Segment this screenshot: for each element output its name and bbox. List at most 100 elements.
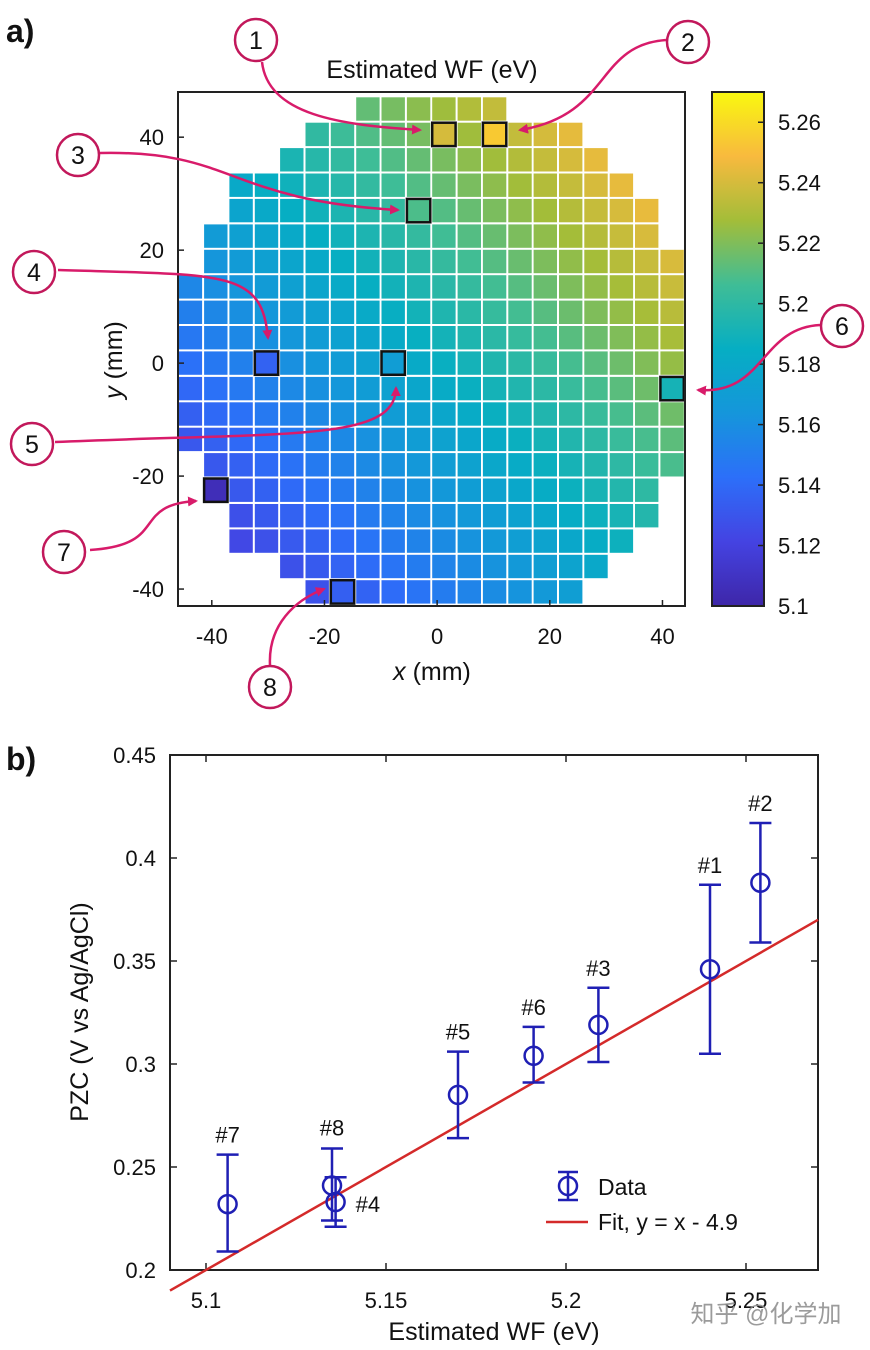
heatmap-cell <box>178 402 203 426</box>
heatmap-cell <box>559 554 583 579</box>
heatmap-cell <box>482 580 507 604</box>
y-tick-label: -20 <box>132 464 164 489</box>
arrow-5 <box>54 386 401 444</box>
heatmap-cell <box>381 580 405 604</box>
heatmap-cell <box>482 478 507 502</box>
heatmap-cell <box>381 97 405 121</box>
heatmap-cell <box>482 224 507 248</box>
heatmap-cell <box>432 529 456 553</box>
heatmap-cell <box>280 148 304 172</box>
heatmap-cell <box>635 453 659 477</box>
heatmap-cell <box>660 351 684 375</box>
heatmap-cell <box>533 224 557 248</box>
callout-badges: 1 2 3 4 5 6 7 8 <box>9 17 865 710</box>
arrow-2 <box>518 38 667 134</box>
heatmap-cell <box>508 554 532 579</box>
heatmap-cell <box>635 300 659 324</box>
heatmap-cell <box>406 580 431 604</box>
y-tick-label: 0 <box>152 351 164 376</box>
heatmap-cell <box>432 351 456 375</box>
heatmap-cell <box>305 275 329 299</box>
heatmap-cell <box>584 224 608 248</box>
heatmap-cell <box>584 376 608 401</box>
callout-number-6: 6 <box>835 313 849 341</box>
heatmap-cell <box>178 300 203 324</box>
colorbar-tick-label: 5.24 <box>778 171 821 196</box>
heatmap-cell <box>381 326 405 350</box>
arrow-6 <box>696 323 821 396</box>
callout-number-3: 3 <box>71 142 85 170</box>
heatmap-cell <box>660 453 684 477</box>
heatmap-cell <box>381 148 405 172</box>
marked-cell-3 <box>405 197 432 224</box>
heatmap-cell <box>254 529 279 553</box>
scatter-x-label: Estimated WF (eV) <box>388 1318 599 1346</box>
heatmap-cell <box>609 249 634 274</box>
heatmap-cell <box>229 478 253 502</box>
heatmap-cell <box>280 427 304 452</box>
x-tick-label: 40 <box>650 624 674 649</box>
heatmap-cell <box>508 326 532 350</box>
marked-cell-6 <box>659 375 686 402</box>
heatmap-cell <box>559 478 583 502</box>
heatmap-cell <box>178 275 203 299</box>
heatmap-cell <box>635 427 659 452</box>
heatmap-cell <box>508 300 532 324</box>
heatmap-cell <box>406 275 431 299</box>
heatmap-cell <box>305 224 329 248</box>
heatmap-cell <box>356 453 380 477</box>
arrow-1 <box>260 61 422 135</box>
heatmap-cell <box>305 504 329 528</box>
heatmap-cell <box>305 326 329 350</box>
heatmap-cell <box>356 478 380 502</box>
heatmap-cell <box>330 351 355 375</box>
heatmap-cell <box>381 275 405 299</box>
x-tick-label: 5.2 <box>551 1288 582 1313</box>
heatmap-cell <box>356 300 380 324</box>
heatmap-cell <box>482 504 507 528</box>
scatter-axes-frame <box>169 754 819 1271</box>
heatmap-cell <box>305 529 329 553</box>
colorbar-tick-label: 5.16 <box>778 413 821 438</box>
heatmap-cell <box>305 554 329 579</box>
heatmap-cell <box>482 148 507 172</box>
heatmap-cell <box>584 351 608 375</box>
heatmap-cell <box>204 427 228 452</box>
heatmap-cell <box>280 453 304 477</box>
callout-circle-1 <box>233 17 279 63</box>
heatmap-cell <box>584 300 608 324</box>
heatmap-cell <box>280 326 304 350</box>
y-tick-label: 0.2 <box>125 1258 156 1283</box>
heatmap-cell <box>229 249 253 274</box>
heatmap-cell <box>559 427 583 452</box>
marked-cell-2 <box>481 121 508 148</box>
marked-cell-1 <box>430 121 457 148</box>
heatmap-cell <box>330 249 355 274</box>
heatmap-cell <box>508 529 532 553</box>
heatmap-cell <box>330 529 355 553</box>
heatmap-cell <box>508 504 532 528</box>
heatmap-cell <box>432 224 456 248</box>
heatmap-cell <box>381 376 405 401</box>
heatmap-cell <box>330 402 355 426</box>
data-marker <box>217 1193 238 1215</box>
heatmap-cell <box>254 198 279 223</box>
heatmap-cell <box>533 504 557 528</box>
marked-cell-8 <box>329 578 356 605</box>
heatmap-cell <box>660 249 684 274</box>
heatmap-cell <box>381 453 405 477</box>
heatmap-cell <box>406 427 431 452</box>
heatmap-cell <box>381 249 405 274</box>
heatmap-cell <box>584 402 608 426</box>
scatter-y-ticks: 0.2 0.25 0.3 0.35 0.4 0.45 <box>113 743 818 1283</box>
heatmap-cell <box>635 376 659 401</box>
heatmap-cell <box>432 173 456 197</box>
x-tick-label: 0 <box>431 624 443 649</box>
heatmap-cell <box>533 580 557 604</box>
heatmap-cell <box>457 249 481 274</box>
scatter-x-ticks: 5.1 5.15 5.2 5.25 <box>191 755 767 1313</box>
colorbar <box>711 91 765 607</box>
heatmap-cell <box>457 326 481 350</box>
heatmap-cell <box>381 554 405 579</box>
heatmap-cell <box>432 249 456 274</box>
